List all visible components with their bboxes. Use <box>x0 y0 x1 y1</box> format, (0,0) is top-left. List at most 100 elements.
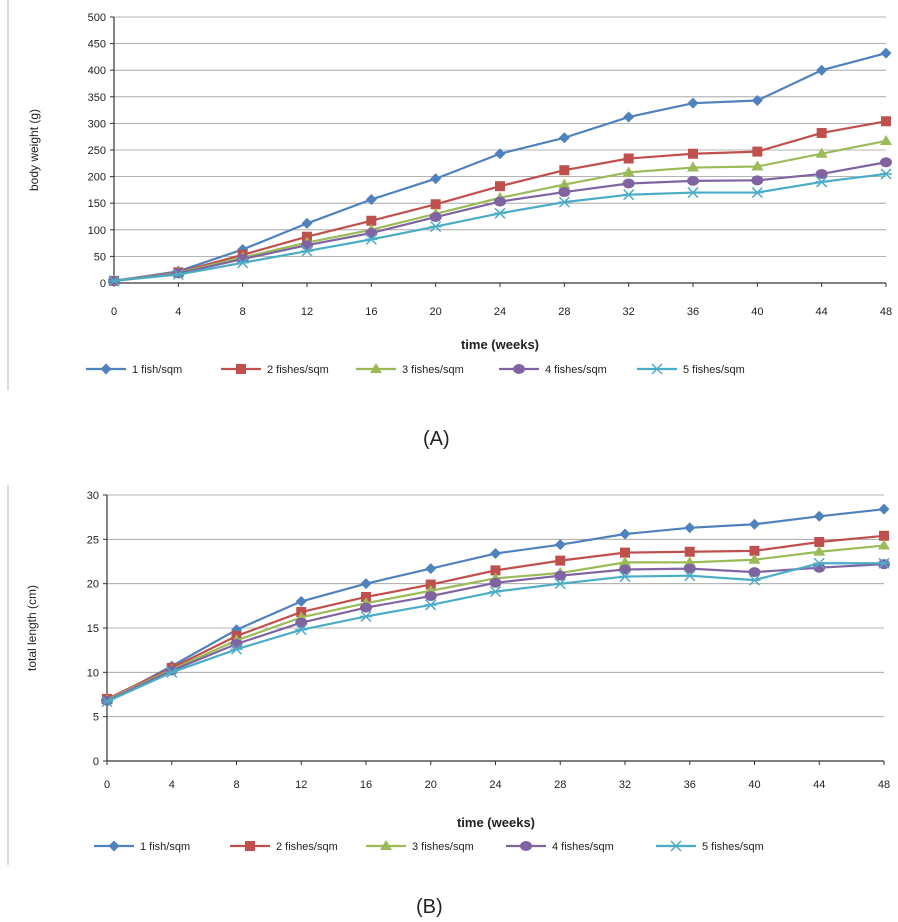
chart-b-legend-marker <box>108 840 120 852</box>
chart-b-x-tick-label: 8 <box>233 779 239 791</box>
chart-b-x-tick-label: 44 <box>813 779 825 791</box>
chart-b-x-tick-label: 4 <box>169 779 175 791</box>
chart-b-series-1-point <box>619 528 631 540</box>
chart-a-x-tick-label: 20 <box>430 306 442 318</box>
chart-a-series-2-point <box>881 116 891 127</box>
chart-b-series-1-point <box>425 563 437 575</box>
chart-b-series-5-point <box>878 557 890 569</box>
chart-b-legend-marker <box>245 841 255 851</box>
chart-a-legend-marker <box>370 363 382 373</box>
chart-b-x-tick-label: 12 <box>295 779 307 791</box>
chart-a-x-tick-label: 24 <box>494 306 506 318</box>
chart-b-series-1-point <box>813 510 825 522</box>
chart-a-series-5-point <box>494 207 506 219</box>
chart-b-legend-marker <box>380 840 392 850</box>
chart-a-series-5 <box>108 168 892 287</box>
chart-a-series-1-point <box>430 173 442 185</box>
chart-b-series-5 <box>101 557 890 708</box>
chart-a-series-5-point <box>880 168 892 180</box>
chart-a-x-tick-label: 12 <box>301 306 313 318</box>
chart-b-legend-label: 2 fishes/sqm <box>276 841 338 853</box>
chart-a-series-5-point <box>751 187 764 199</box>
chart-a-series-1-point <box>687 97 699 109</box>
chart-a-series-3-point <box>880 134 892 145</box>
chart-b-y-tick-label: 0 <box>93 756 99 768</box>
chart-a-series-5-point <box>429 221 442 233</box>
chart-b-series-1-point <box>490 548 501 560</box>
chart-a-series-4 <box>108 157 892 286</box>
chart-a-series-4-point <box>365 227 378 238</box>
chart-b-series-1-point <box>295 595 307 607</box>
chart-b-legend-entry-4: 4 fishes/sqm <box>506 841 614 853</box>
chart-b-series-4-point <box>619 564 631 575</box>
chart-a-series-1-point <box>301 217 313 229</box>
chart-a-series-5-point <box>558 196 571 208</box>
chart-a-series-4-point <box>687 175 699 186</box>
chart-b-legend-label: 5 fishes/sqm <box>702 841 764 853</box>
chart-b-series-2-point <box>361 591 371 602</box>
chart-b-series-2-point <box>425 579 436 590</box>
chart-b-series-4-point <box>683 563 696 574</box>
chart-a-series-4-line <box>113 161 887 282</box>
chart-b-y-tick-label: 10 <box>87 667 99 679</box>
chart-b-legend-entry-1: 1 fish/sqm <box>94 840 190 853</box>
chart-a-series-1-point <box>558 132 570 144</box>
chart-a-x-axis-title: time (weeks) <box>461 337 539 352</box>
chart-a-y-tick-label: 200 <box>88 172 106 184</box>
chart-b-series-5-point <box>554 578 567 590</box>
chart-a-series-4-point <box>558 187 571 198</box>
chart-a-series-5-point <box>236 257 249 269</box>
chart-a-series-3-point <box>751 160 764 171</box>
chart-b-series-5-point <box>360 610 372 623</box>
chart-a-legend-marker <box>100 363 112 375</box>
chart-a-y-tick-label: 150 <box>88 198 106 210</box>
chart-a-series-5-point <box>301 245 313 257</box>
chart-a-y-tick-label: 400 <box>88 65 106 77</box>
chart-a-series-3-point <box>558 178 571 189</box>
chart-a-series-1 <box>108 47 892 287</box>
chart-b-series-1-point <box>360 578 372 590</box>
chart-b-x-tick-label: 16 <box>360 779 372 791</box>
chart-a-y-tick-label: 250 <box>88 145 106 157</box>
chart-b-series-5-point <box>748 574 761 586</box>
chart-b-series-2-point <box>684 546 695 557</box>
chart-a-series-5-point <box>622 189 635 201</box>
chart-a-series-1-point <box>880 47 892 59</box>
chart-b-x-tick-label: 32 <box>619 779 631 791</box>
chart-a-legend-label: 2 fishes/sqm <box>267 364 329 376</box>
chart-a-series-1-point <box>494 148 506 160</box>
chart-b-series-1-point <box>878 503 890 515</box>
chart-a-legend-entry-2: 2 fishes/sqm <box>221 364 329 376</box>
chart-a-series-5-point <box>108 275 120 287</box>
chart-a-series-5-point <box>365 233 378 245</box>
chart-b-series-2-line <box>106 534 885 700</box>
chart-a-legend-entry-5: 5 fishes/sqm <box>637 363 745 376</box>
chart-b-series-2-point <box>814 536 825 547</box>
chart-b-series-4-point <box>424 591 437 602</box>
chart-b-series-1 <box>101 503 890 707</box>
chart-a-y-tick-label: 50 <box>94 251 106 263</box>
chart-b-legend-label: 1 fish/sqm <box>140 841 190 853</box>
chart-b-x-axis-title: time (weeks) <box>457 815 535 830</box>
chart-a-series-2-point <box>366 215 377 226</box>
chart-b-series-3-point <box>878 539 890 550</box>
chart-a-series-2-point <box>816 127 827 138</box>
chart-b-x-tick-label: 24 <box>489 779 501 791</box>
chart-a-series-4-point <box>815 168 828 179</box>
chart-a-series-2-point <box>559 165 570 176</box>
chart-b-series-5-point <box>165 666 178 678</box>
chart-b-series-5-point <box>101 696 113 708</box>
chart-a-series-1-point <box>751 95 763 107</box>
chart-b-series-1-point <box>554 539 566 551</box>
chart-b-y-tick-label: 5 <box>93 712 99 724</box>
chart-a-series-1-point <box>623 111 635 123</box>
chart-b-series-5-point <box>813 557 826 569</box>
chart-b-series-4-point <box>360 602 372 613</box>
chart-a-x-tick-label: 0 <box>111 306 117 318</box>
chart-a-y-tick-label: 0 <box>100 278 106 290</box>
chart-a-x-tick-label: 8 <box>240 306 246 318</box>
chart-a-legend-marker <box>513 364 525 374</box>
chart-a-series-1-point <box>365 193 377 205</box>
chart-b-series-4-point <box>748 567 761 578</box>
